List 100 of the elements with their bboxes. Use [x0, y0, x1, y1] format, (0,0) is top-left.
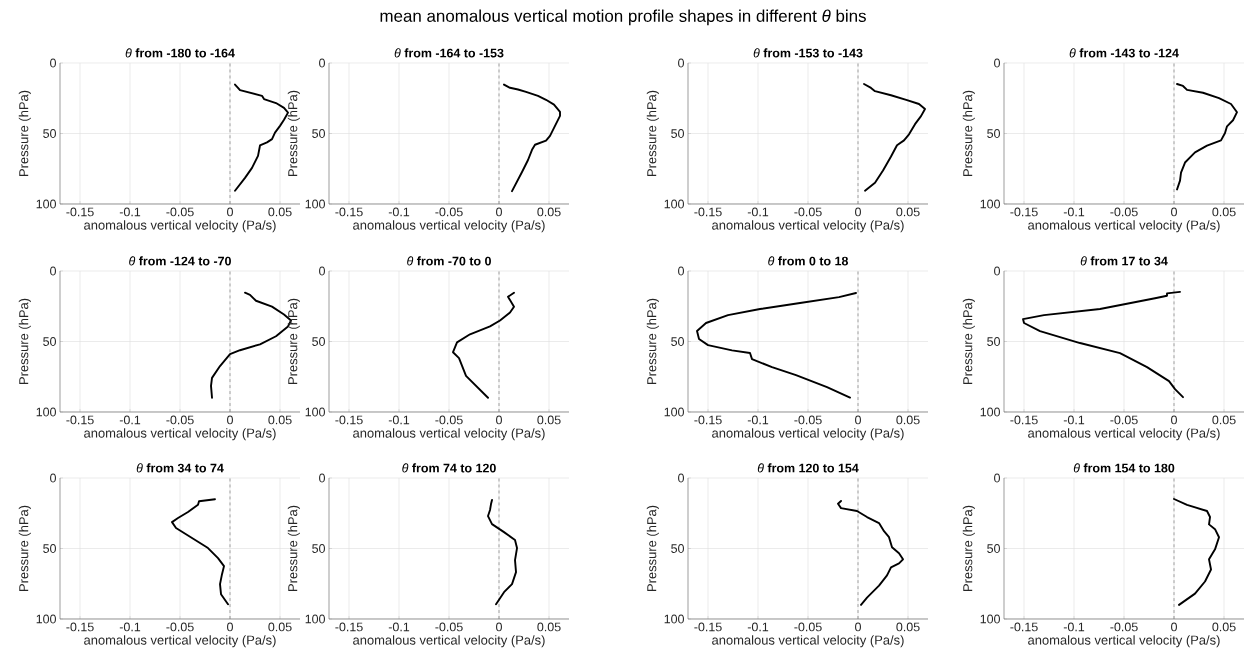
x-tick-label: -0.05 — [1110, 622, 1138, 632]
line-series — [696, 292, 857, 399]
y-tick-label: 0 — [319, 266, 325, 276]
line-series — [1173, 498, 1220, 606]
x-axis-title: anomalous vertical velocity (Pa/s) — [712, 635, 904, 648]
x-tick-label: -0.15 — [694, 415, 722, 425]
x-tick-label: 0 — [227, 622, 233, 632]
y-tick-label: 0 — [994, 266, 1001, 276]
y-axis-title: Pressure (hPa) — [962, 505, 975, 591]
x-tick-label: 0 — [1171, 415, 1177, 425]
chart-title: θ from -180 to -164 — [125, 48, 235, 58]
chart-title: θ from -143 to -124 — [1069, 48, 1179, 58]
chart-title: θ from -124 to -70 — [129, 256, 231, 266]
y-tick-label: 50 — [671, 337, 684, 346]
x-tick-label: 0.05 — [896, 622, 920, 632]
line-series — [837, 500, 904, 606]
chart-title: θ from 74 to 120 — [402, 463, 496, 473]
x-tick-label: -0.1 — [1063, 622, 1085, 632]
y-tick-label: 100 — [305, 407, 325, 417]
x-axis-title: anomalous vertical velocity (Pa/s) — [712, 428, 904, 441]
x-tick-label: -0.05 — [166, 622, 194, 632]
x-tick-label: -0.1 — [388, 415, 410, 425]
x-tick-label: 0.05 — [268, 622, 292, 632]
y-tick-label: 50 — [987, 129, 1000, 138]
x-axis-title: anomalous vertical velocity (Pa/s) — [353, 220, 545, 233]
x-axis-title: anomalous vertical velocity (Pa/s) — [84, 220, 276, 233]
y-tick-label: 50 — [43, 129, 56, 138]
y-tick-label: 50 — [43, 337, 56, 346]
y-tick-label: 0 — [319, 58, 325, 68]
x-tick-label: -0.1 — [747, 415, 769, 425]
x-tick-label: 0 — [855, 207, 861, 217]
y-tick-label: 100 — [305, 199, 325, 209]
x-tick-label: -0.05 — [166, 415, 194, 425]
x-tick-label: 0 — [855, 622, 861, 632]
x-axis-title: anomalous vertical velocity (Pa/s) — [1028, 220, 1220, 233]
y-tick-label: 0 — [678, 58, 684, 68]
line-series — [1022, 290, 1184, 399]
y-tick-label: 50 — [43, 544, 56, 553]
y-tick-label: 50 — [312, 337, 325, 346]
y-axis-title: Pressure (hPa) — [18, 505, 31, 591]
x-axis-title: anomalous vertical velocity (Pa/s) — [1028, 428, 1220, 441]
x-tick-label: -0.15 — [1010, 415, 1038, 425]
y-tick-label: 0 — [678, 473, 684, 483]
y-axis-title: Pressure (hPa) — [287, 505, 300, 591]
x-tick-label: -0.15 — [1010, 622, 1038, 632]
x-tick-label: 0.05 — [537, 415, 561, 425]
x-axis-title: anomalous vertical velocity (Pa/s) — [353, 635, 545, 648]
line-series — [863, 83, 926, 192]
x-tick-label: 0.05 — [1212, 622, 1236, 632]
x-axis-title: anomalous vertical velocity (Pa/s) — [1028, 635, 1220, 648]
line-series — [487, 499, 518, 606]
y-tick-label: 100 — [664, 199, 684, 209]
x-tick-label: 0 — [496, 622, 502, 632]
chart-title: θ from -70 to 0 — [407, 256, 491, 266]
text: mean anomalous vertical motion profile shapes in different θ bins — [380, 9, 866, 26]
y-tick-label: 100 — [36, 407, 56, 417]
x-tick-label: 0 — [1171, 622, 1177, 632]
y-axis-title: Pressure (hPa) — [646, 505, 659, 591]
y-tick-label: 0 — [50, 266, 56, 276]
x-axis-title: anomalous vertical velocity (Pa/s) — [84, 428, 276, 441]
x-tick-label: 0 — [227, 207, 233, 217]
y-tick-label: 100 — [664, 614, 684, 624]
y-tick-label: 50 — [671, 544, 684, 553]
chart-title: θ from 34 to 74 — [136, 463, 224, 473]
y-tick-label: 50 — [312, 129, 325, 138]
x-tick-label: -0.15 — [66, 415, 94, 425]
y-axis-title: Pressure (hPa) — [287, 298, 300, 384]
x-tick-label: -0.15 — [66, 622, 94, 632]
x-tick-label: 0.05 — [1212, 207, 1236, 217]
y-tick-label: 50 — [987, 337, 1000, 346]
y-tick-label: 50 — [987, 544, 1000, 553]
x-tick-label: -0.05 — [794, 622, 822, 632]
x-tick-label: -0.1 — [1063, 415, 1085, 425]
y-axis-title: Pressure (hPa) — [962, 298, 975, 384]
y-tick-label: 0 — [50, 473, 56, 483]
x-tick-label: -0.15 — [335, 207, 363, 217]
x-tick-label: -0.05 — [1110, 207, 1138, 217]
x-tick-label: -0.05 — [435, 415, 463, 425]
y-axis-title: Pressure (hPa) — [646, 90, 659, 176]
y-tick-label: 0 — [319, 473, 325, 483]
x-tick-label: 0.05 — [896, 207, 920, 217]
x-tick-label: 0 — [855, 415, 861, 425]
chart-title: θ from -164 to -153 — [394, 48, 504, 58]
y-axis-title: Pressure (hPa) — [18, 90, 31, 176]
x-tick-label: 0 — [496, 207, 502, 217]
chart-title: θ from 154 to 180 — [1073, 463, 1175, 473]
x-tick-label: -0.1 — [747, 622, 769, 632]
line-series — [234, 83, 289, 192]
y-tick-label: 50 — [312, 544, 325, 553]
y-tick-label: 100 — [664, 407, 684, 417]
x-tick-label: -0.05 — [794, 415, 822, 425]
x-tick-label: -0.1 — [119, 622, 141, 632]
x-tick-label: -0.1 — [119, 207, 141, 217]
x-tick-label: 0.05 — [896, 415, 920, 425]
x-axis-title: anomalous vertical velocity (Pa/s) — [353, 428, 545, 441]
chart-title: θ from 0 to 18 — [768, 256, 849, 266]
x-tick-label: -0.05 — [1110, 415, 1138, 425]
x-tick-label: -0.1 — [388, 207, 410, 217]
y-axis-title: Pressure (hPa) — [18, 298, 31, 384]
x-tick-label: 0.05 — [1212, 415, 1236, 425]
